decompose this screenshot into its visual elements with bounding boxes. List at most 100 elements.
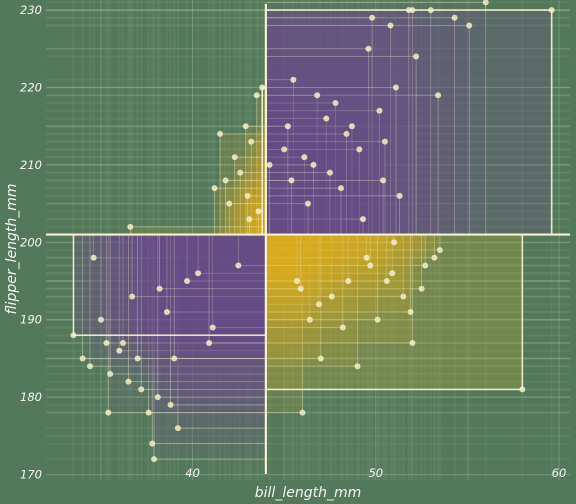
data-point — [427, 7, 434, 14]
data-point — [281, 146, 288, 153]
data-point — [151, 456, 158, 463]
data-point — [400, 293, 407, 300]
data-point — [367, 262, 374, 269]
data-point — [163, 309, 170, 315]
data-point — [482, 0, 489, 6]
data-point — [129, 293, 136, 300]
data-point — [451, 14, 458, 21]
data-point — [435, 92, 442, 99]
data-point — [396, 192, 403, 199]
data-point — [431, 254, 438, 261]
quadrant-rect — [265, 1, 487, 235]
data-point — [519, 386, 526, 393]
data-point — [145, 409, 152, 416]
data-point — [297, 285, 304, 292]
quadrant-rect — [137, 234, 267, 359]
data-point — [314, 92, 321, 99]
data-point — [436, 247, 443, 254]
data-point — [380, 177, 387, 184]
quadrant-rect — [109, 234, 267, 375]
data-point — [376, 107, 383, 114]
y-tick-label: 220 — [20, 80, 42, 94]
data-point — [134, 355, 141, 362]
quadrant-rect — [197, 234, 267, 274]
data-point — [284, 123, 291, 130]
quadrant-rect — [265, 234, 371, 266]
data-point — [244, 192, 251, 199]
y-tick-label: 200 — [20, 235, 42, 249]
quadrant-rect — [265, 179, 292, 235]
data-point — [369, 14, 376, 21]
data-point — [222, 177, 229, 184]
quadrant-rect — [265, 195, 401, 235]
data-point — [407, 309, 414, 315]
quadrant-rect — [265, 234, 303, 414]
quadrant-rect — [265, 234, 349, 282]
quadrant-rect — [159, 234, 267, 290]
data-point — [348, 123, 355, 130]
y-axis-label: flipper_length_mm — [4, 184, 20, 315]
quadrant-rect — [73, 234, 267, 336]
data-point — [301, 154, 308, 161]
data-point — [288, 177, 295, 184]
data-point — [138, 386, 145, 393]
quadrant-rect — [265, 110, 380, 235]
data-point — [387, 22, 394, 29]
data-point — [299, 409, 306, 416]
y-tick-label: 170 — [20, 468, 42, 482]
data-point — [354, 363, 361, 370]
grid-lines — [46, 0, 570, 480]
data-point — [79, 355, 86, 362]
data-point — [306, 316, 313, 323]
y-tick-label: 230 — [20, 3, 42, 17]
data-point — [381, 138, 388, 145]
data-point — [119, 339, 126, 346]
y-tick-label: 180 — [20, 390, 42, 404]
quadrant-rect — [173, 234, 267, 359]
data-point — [391, 239, 398, 246]
quadrant-rect — [265, 172, 331, 235]
data-point — [290, 76, 297, 83]
x-tick-label: 60 — [552, 466, 567, 480]
data-point — [345, 278, 352, 285]
data-point — [171, 355, 178, 362]
data-point — [103, 339, 110, 346]
quadrant-rect — [89, 234, 267, 367]
quadrant-rect — [131, 234, 267, 297]
quadrant-rect — [265, 234, 311, 321]
data-point — [332, 99, 339, 106]
quadrant-rect — [82, 234, 267, 359]
data-point — [339, 324, 346, 331]
quadrant-rect — [118, 234, 267, 352]
quadrant-rect — [265, 187, 342, 235]
x-tick-label: 50 — [368, 466, 383, 480]
quadrant-rect — [265, 94, 439, 235]
data-point — [422, 262, 429, 269]
data-point — [154, 394, 161, 401]
data-point — [206, 339, 213, 346]
data-point — [466, 22, 473, 29]
data-point — [97, 316, 104, 323]
quadrant-rect — [128, 234, 267, 383]
quadrant-rect — [265, 9, 553, 235]
quadrant-rect — [265, 234, 413, 344]
quadrant-rect — [265, 179, 384, 235]
quadrant-rect — [265, 234, 358, 367]
data-point — [217, 130, 224, 137]
data-point — [116, 347, 123, 354]
x-axis-ticks: 40 50 60 — [185, 466, 566, 480]
x-tick-label: 40 — [185, 466, 200, 480]
quadrant-rect — [265, 234, 320, 305]
data-point — [359, 216, 366, 223]
data-point — [174, 425, 181, 432]
data-point — [405, 7, 412, 14]
outer-quadrant-rect — [72, 233, 267, 337]
data-point — [323, 115, 330, 122]
data-point — [337, 185, 344, 192]
data-point — [326, 169, 333, 176]
outer-quadrant-rect — [265, 233, 524, 391]
quadrant-rect — [265, 102, 336, 235]
data-point — [389, 270, 396, 277]
data-point — [231, 154, 238, 161]
data-point — [409, 339, 416, 346]
